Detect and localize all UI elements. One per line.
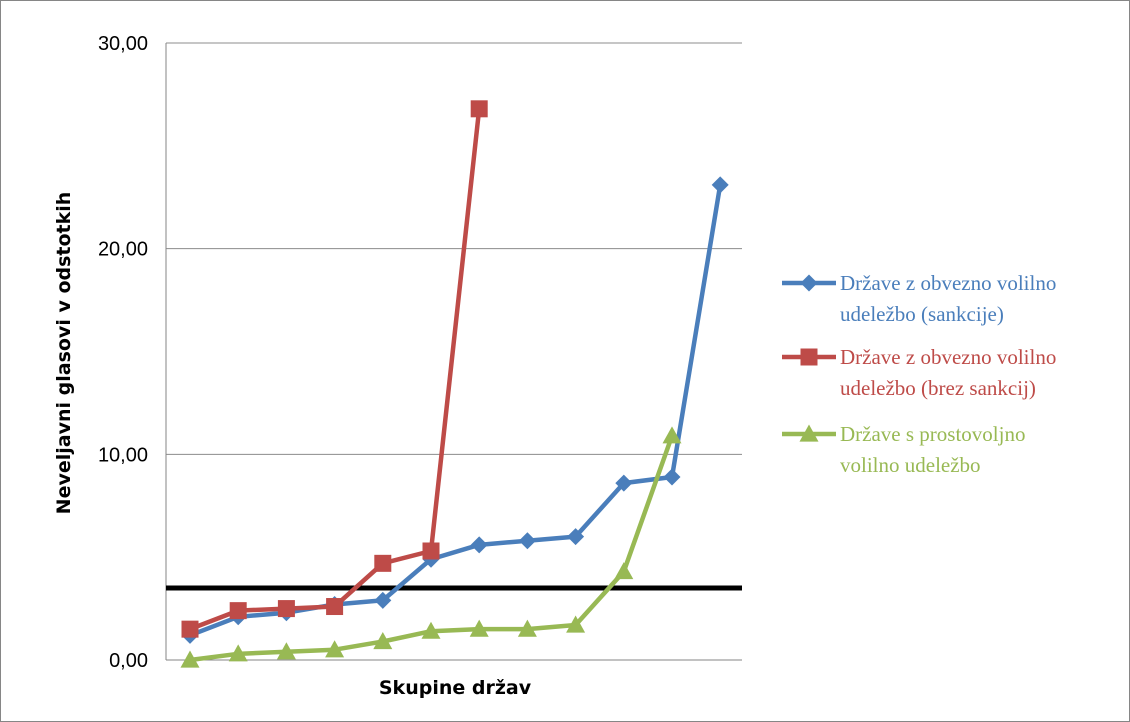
data-point xyxy=(711,176,729,194)
data-point xyxy=(615,474,633,492)
data-point xyxy=(229,602,247,620)
legend-label: Države s prostovoljno xyxy=(840,422,1025,446)
legend-label: Države z obvezno volilno xyxy=(840,345,1056,369)
legend-label: udeležbo (brez sankcij) xyxy=(840,376,1036,400)
legend-item-2: Države z obvezno volilno udeležbo (brez s… xyxy=(782,345,1056,400)
legend-label: volilno udeležbo xyxy=(840,453,981,477)
series-2 xyxy=(181,100,488,638)
data-point xyxy=(421,621,441,639)
y-tick-label: 20,00 xyxy=(98,239,148,261)
data-point xyxy=(180,650,200,668)
data-point xyxy=(470,100,488,118)
data-point xyxy=(181,620,199,638)
data-point xyxy=(662,426,682,444)
data-point xyxy=(276,642,296,660)
x-axis-title: Skupine držav xyxy=(379,677,532,699)
legend-item-1: Države z obvezno volilno udeležbo (sankci… xyxy=(782,271,1056,326)
data-point xyxy=(228,644,248,662)
data-point xyxy=(374,591,392,609)
legend-marker xyxy=(800,348,818,366)
data-point xyxy=(517,619,537,637)
data-point xyxy=(663,468,681,486)
data-point xyxy=(469,619,489,637)
legend-marker xyxy=(799,424,819,442)
legend-label: Države z obvezno volilno xyxy=(840,271,1056,295)
y-tick-label: 10,00 xyxy=(98,444,148,466)
data-point xyxy=(566,615,586,633)
legend-marker xyxy=(800,274,818,292)
data-point xyxy=(470,536,488,554)
data-point xyxy=(374,554,392,572)
data-point xyxy=(518,532,536,550)
series-3 xyxy=(180,426,682,668)
y-tick-label: 0,00 xyxy=(109,650,148,672)
data-point xyxy=(277,600,295,618)
y-tick-labels: 0,00 10,00 20,00 30,00 xyxy=(98,33,148,672)
data-point xyxy=(614,562,634,580)
data-point xyxy=(325,640,345,658)
y-tick-label: 30,00 xyxy=(98,33,148,55)
series-layer xyxy=(180,100,729,668)
gridlines xyxy=(165,42,742,661)
data-point xyxy=(567,528,585,546)
legend-label: udeležbo (sankcije) xyxy=(840,302,1004,326)
data-point xyxy=(373,631,393,650)
y-axis-title: Neveljavni glasovi v odstotkih xyxy=(53,192,75,515)
data-point xyxy=(326,598,344,616)
data-point xyxy=(422,542,440,560)
legend: Države z obvezno volilno udeležbo (sankci… xyxy=(782,271,1056,477)
legend-item-3: Države s prostovoljno volilno udeležbo xyxy=(782,422,1025,477)
